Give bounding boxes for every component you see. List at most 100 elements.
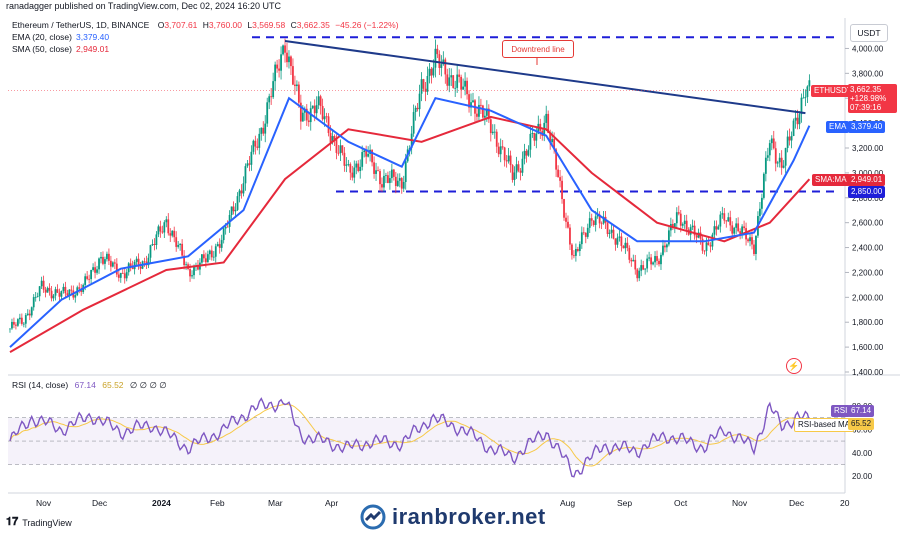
rsi-axis-value: 67.14 bbox=[848, 405, 875, 417]
candle-body bbox=[703, 250, 706, 252]
candle-body bbox=[648, 257, 651, 259]
currency-selector[interactable]: USDT bbox=[850, 24, 888, 42]
candle-body bbox=[571, 244, 573, 256]
candle-body bbox=[489, 119, 492, 134]
candle-body bbox=[784, 148, 787, 166]
candle-body bbox=[375, 170, 377, 174]
candle-body bbox=[460, 76, 463, 90]
candle-body bbox=[715, 226, 718, 230]
candle-body bbox=[387, 175, 389, 183]
candle-body bbox=[189, 269, 191, 277]
candle-body bbox=[319, 96, 322, 106]
tradingview-logo[interactable]: 𝟏𝟕 TradingView bbox=[6, 516, 72, 529]
candle-body bbox=[311, 105, 314, 109]
candle-body bbox=[450, 75, 453, 78]
candle-body bbox=[557, 169, 559, 178]
candle-body bbox=[38, 286, 41, 297]
candle-body bbox=[614, 238, 617, 245]
candle-body bbox=[115, 263, 118, 275]
sma-axis-value: 2,949.01 bbox=[848, 174, 886, 186]
time-tick-label: 20 bbox=[840, 498, 850, 508]
candle-body bbox=[440, 64, 443, 68]
ohlc-change: −45.26 (−1.22%) bbox=[335, 20, 399, 30]
candle-body bbox=[747, 239, 749, 242]
candle-body bbox=[561, 180, 563, 200]
candle-body bbox=[355, 163, 358, 168]
candle-body bbox=[383, 175, 385, 188]
candle-body bbox=[790, 135, 793, 141]
candle-body bbox=[509, 155, 512, 166]
candle-body bbox=[582, 232, 585, 234]
candle-body bbox=[476, 113, 478, 117]
candle-body bbox=[729, 217, 732, 226]
candle-body bbox=[13, 321, 15, 325]
time-tick-label: Dec bbox=[789, 498, 805, 508]
candle-body bbox=[792, 120, 795, 136]
candle-body bbox=[88, 278, 91, 280]
candle-body bbox=[280, 54, 282, 71]
candle-body bbox=[472, 100, 474, 103]
sma-axis-label: SMA:MA bbox=[812, 174, 850, 186]
candle-body bbox=[252, 140, 255, 152]
candle-body bbox=[224, 226, 227, 229]
candle-body bbox=[422, 79, 425, 89]
candle-body bbox=[46, 287, 49, 293]
candle-body bbox=[590, 218, 593, 221]
candle-body bbox=[796, 117, 799, 125]
candle-body bbox=[679, 213, 682, 226]
candle-body bbox=[420, 79, 423, 94]
candle-body bbox=[634, 259, 637, 270]
rsi-ma-axis-value: 65.52 bbox=[848, 418, 875, 430]
candle-body bbox=[517, 164, 520, 171]
ema-line bbox=[9, 96, 811, 348]
candle-body bbox=[272, 81, 275, 98]
candle-body bbox=[519, 170, 522, 173]
candle-body bbox=[371, 149, 373, 163]
candle-body bbox=[301, 112, 304, 122]
candle-body bbox=[664, 245, 666, 248]
candle-body bbox=[537, 123, 540, 134]
ohlc-low: L3,569.58 bbox=[247, 20, 286, 30]
candle-body bbox=[92, 267, 94, 270]
candle-body bbox=[100, 256, 102, 259]
candle-body bbox=[385, 175, 387, 177]
candle-body bbox=[349, 164, 352, 173]
candle-body bbox=[559, 177, 561, 181]
candle-body bbox=[606, 222, 609, 234]
candle-body bbox=[331, 136, 334, 143]
candle-body bbox=[48, 287, 51, 291]
price-tick-label: 3,200.00 bbox=[852, 144, 884, 153]
candle-body bbox=[361, 152, 364, 167]
candle-body bbox=[62, 286, 65, 292]
candle-body bbox=[652, 262, 654, 265]
candle-body bbox=[201, 254, 203, 263]
candle-body bbox=[529, 133, 532, 150]
candle-body bbox=[608, 232, 611, 234]
candle-body bbox=[288, 56, 290, 63]
lightning-icon[interactable]: ⚡ bbox=[786, 358, 802, 374]
candle-body bbox=[565, 217, 567, 222]
candle-body bbox=[295, 84, 298, 87]
candle-body bbox=[135, 258, 138, 262]
candle-body bbox=[578, 244, 581, 251]
candle-body bbox=[654, 256, 656, 263]
candle-body bbox=[642, 265, 645, 270]
candle-body bbox=[701, 238, 704, 251]
candle-body bbox=[86, 276, 89, 279]
candle-body bbox=[153, 244, 156, 245]
candle-body bbox=[202, 254, 205, 259]
candle-body bbox=[98, 258, 100, 270]
candle-body bbox=[36, 296, 39, 298]
candle-body bbox=[468, 94, 470, 108]
candle-body bbox=[325, 116, 328, 118]
candle-body bbox=[173, 230, 176, 238]
candle-body bbox=[260, 127, 263, 134]
candle-body bbox=[507, 155, 510, 162]
rsi-tick-label: 20.00 bbox=[852, 472, 873, 481]
candle-body bbox=[418, 93, 421, 110]
ohlc-open: O3,707.61 bbox=[157, 20, 198, 30]
candle-body bbox=[774, 148, 777, 164]
candle-body bbox=[165, 219, 168, 223]
ticker-tag: ETHUSDT bbox=[811, 85, 855, 97]
